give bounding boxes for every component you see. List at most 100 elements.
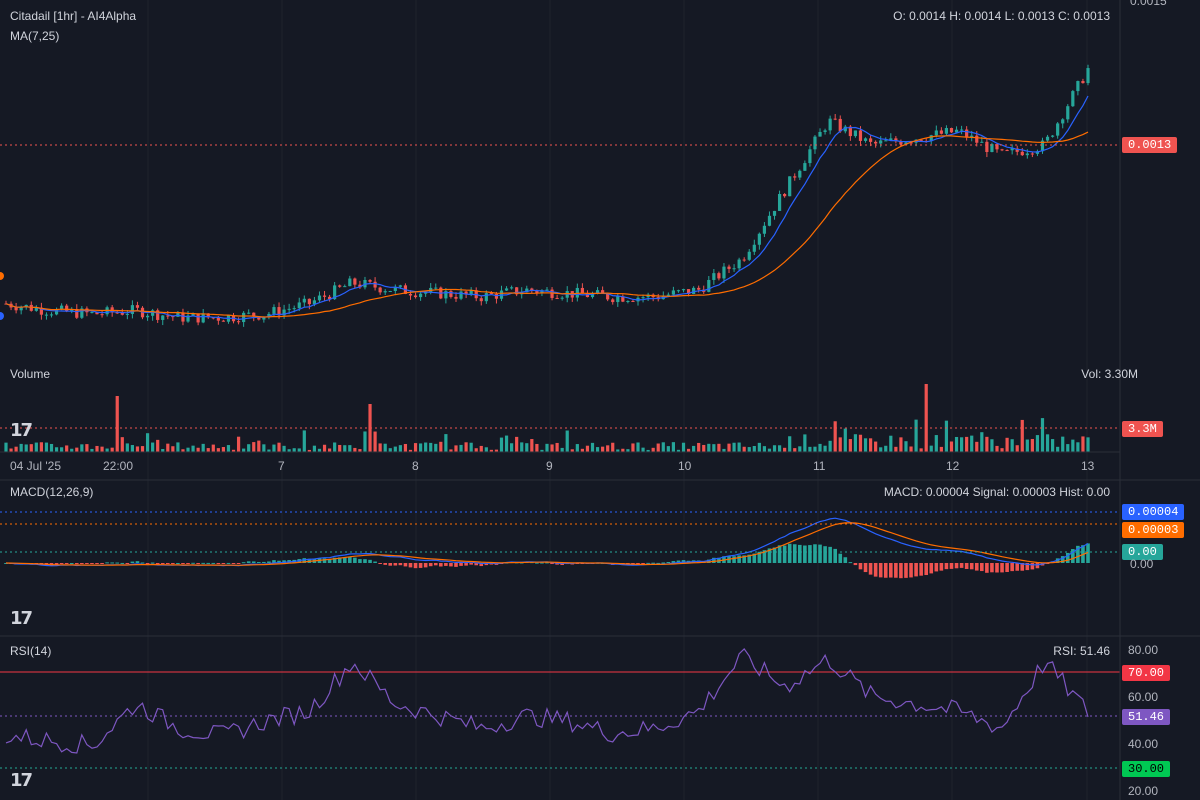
volume-bar bbox=[1035, 435, 1040, 452]
macd-hist-bar bbox=[757, 551, 762, 563]
candle-body bbox=[378, 287, 382, 293]
macd-hist-bar bbox=[742, 555, 746, 563]
volume-bar bbox=[944, 420, 949, 452]
candle-body bbox=[808, 149, 812, 164]
macd-hist-bar bbox=[1025, 563, 1030, 571]
macd-hist-bar bbox=[433, 563, 438, 566]
candle-body bbox=[863, 138, 868, 141]
candle-body bbox=[1040, 140, 1045, 152]
volume-bar bbox=[439, 441, 443, 452]
volume-bar bbox=[1005, 437, 1009, 452]
candle-body bbox=[393, 286, 397, 292]
macd-hist-bar bbox=[277, 560, 281, 563]
volume-bar bbox=[292, 448, 296, 452]
macd-hist-bar bbox=[974, 563, 979, 571]
volume-bar bbox=[403, 443, 408, 452]
volume-bar bbox=[545, 443, 549, 452]
macd-hist-bar bbox=[125, 563, 130, 564]
candle-body bbox=[697, 287, 701, 290]
candle-body bbox=[449, 291, 453, 297]
volume-bar bbox=[343, 445, 347, 452]
macd-hist-bar bbox=[398, 563, 403, 566]
volume-bar bbox=[833, 421, 837, 452]
macd-hist-bar bbox=[1000, 563, 1004, 573]
macd-hist-bar bbox=[236, 563, 241, 564]
rsi-upper-tag: 70.00 bbox=[1122, 665, 1171, 681]
volume-readout: Vol: 3.30M bbox=[1081, 367, 1138, 381]
volume-bar bbox=[1061, 436, 1065, 452]
candle-body bbox=[686, 289, 691, 294]
candle-body bbox=[767, 215, 772, 226]
volume-bar bbox=[965, 436, 969, 452]
candle-body bbox=[1061, 119, 1065, 124]
volume-bar bbox=[75, 447, 79, 452]
rsi-readout: RSI: 51.46 bbox=[1053, 644, 1110, 658]
volume-bar bbox=[135, 446, 140, 452]
volume-bar bbox=[565, 430, 569, 452]
macd-hist-bar bbox=[909, 563, 913, 578]
volume-bar bbox=[848, 439, 852, 452]
candle-body bbox=[1000, 149, 1004, 151]
macd-hist-bar bbox=[120, 562, 125, 564]
candle-body bbox=[954, 129, 959, 133]
volume-bar bbox=[631, 443, 635, 452]
macd-hist-bar bbox=[772, 547, 777, 563]
macd-hist-bar bbox=[449, 563, 453, 567]
ma25-line bbox=[5, 131, 1089, 318]
volume-bar bbox=[434, 443, 438, 452]
macd-hist-bar bbox=[808, 545, 812, 563]
time-axis-label: 9 bbox=[546, 459, 553, 473]
volume-bar bbox=[1030, 438, 1034, 452]
macd-hist-bar bbox=[904, 563, 908, 578]
candle-body bbox=[727, 266, 731, 269]
candle-body bbox=[990, 144, 994, 153]
candle-body bbox=[100, 314, 104, 316]
candle-body bbox=[798, 170, 802, 178]
macd-hist-bar bbox=[459, 563, 463, 566]
macd-label: MACD(12,26,9) bbox=[10, 485, 94, 499]
candle-body bbox=[459, 291, 463, 299]
volume-bar bbox=[975, 441, 979, 452]
volume-bar bbox=[793, 448, 797, 452]
candle-body bbox=[970, 135, 974, 138]
volume-bar bbox=[1056, 446, 1060, 452]
macd-hist-bar bbox=[828, 546, 832, 563]
macd-hist-bar bbox=[540, 562, 544, 564]
candle-body bbox=[287, 308, 291, 310]
macd-hist-bar bbox=[100, 563, 104, 564]
candle-body bbox=[80, 308, 84, 318]
ma7-handle-dot[interactable] bbox=[0, 312, 4, 320]
candle-body bbox=[343, 286, 347, 288]
volume-bar bbox=[247, 444, 251, 452]
volume-bar bbox=[646, 449, 650, 452]
candle-body bbox=[216, 317, 220, 321]
candle-body bbox=[692, 287, 696, 294]
volume-bar bbox=[858, 434, 863, 452]
ma25-handle-dot[interactable] bbox=[0, 272, 4, 280]
volume-bar bbox=[327, 448, 332, 452]
volume-bar bbox=[747, 447, 751, 452]
volume-bar bbox=[949, 441, 954, 452]
macd-hist-bar bbox=[251, 561, 256, 563]
candle-body bbox=[919, 139, 923, 141]
volume-bar bbox=[231, 449, 236, 452]
volume-bar bbox=[1010, 439, 1014, 452]
time-axis-label: 7 bbox=[278, 459, 285, 473]
candle-body bbox=[803, 163, 807, 171]
macd-hist-bar bbox=[413, 563, 418, 569]
macd-hist-bar bbox=[959, 563, 964, 568]
volume-bar bbox=[499, 437, 504, 452]
candle-body bbox=[166, 315, 170, 317]
ma7-line bbox=[5, 95, 1089, 321]
volume-bar bbox=[338, 444, 342, 452]
macd-value-tag: 0.00004 bbox=[1122, 504, 1185, 520]
volume-bar bbox=[601, 446, 605, 452]
tradingview-logo-icon: 17 bbox=[10, 770, 33, 791]
volume-bar bbox=[575, 444, 579, 452]
volume-bar bbox=[161, 449, 165, 452]
candle-body bbox=[418, 293, 423, 298]
macd-hist-bar bbox=[358, 559, 362, 563]
volume-bar bbox=[777, 445, 782, 452]
candle-body bbox=[712, 273, 716, 280]
